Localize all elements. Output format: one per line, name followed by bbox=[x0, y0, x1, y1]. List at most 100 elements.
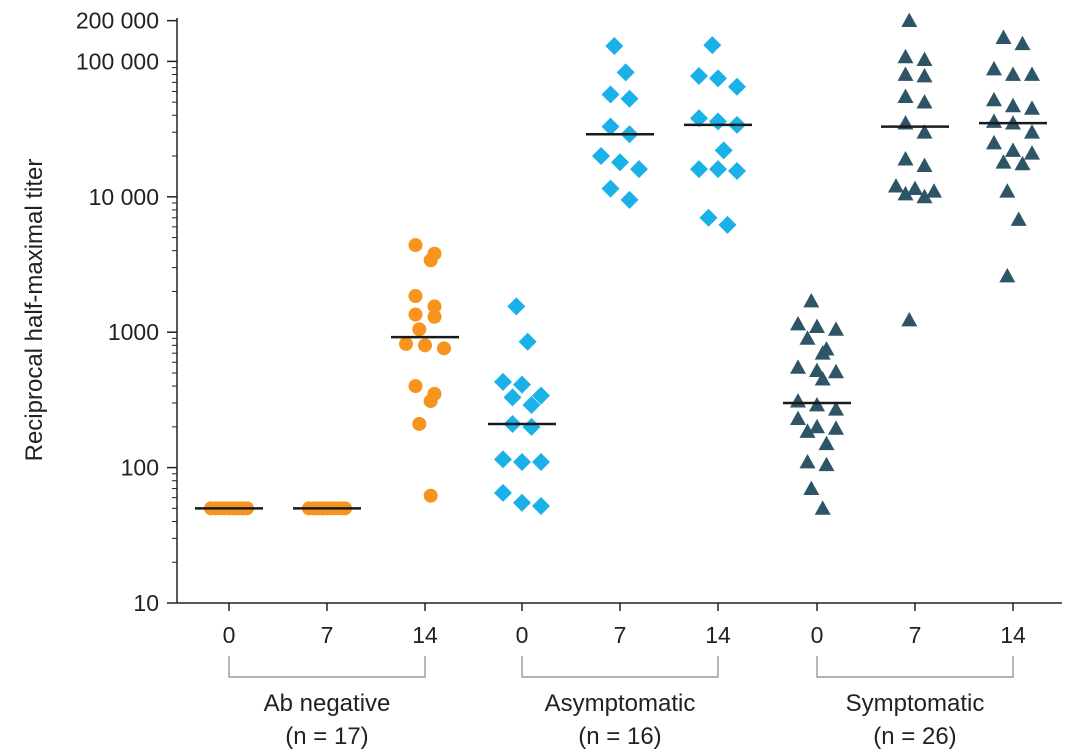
data-point-diamond bbox=[728, 77, 746, 96]
data-point-triangle bbox=[803, 292, 820, 308]
data-point-diamond bbox=[494, 372, 512, 391]
data-point-triangle bbox=[897, 48, 914, 64]
data-point-diamond bbox=[703, 36, 722, 55]
data-point-triangle bbox=[828, 363, 844, 379]
data-point-diamond bbox=[611, 153, 629, 172]
y-axis: 10 100 1000 10 000 100 000 200 000 bbox=[76, 8, 178, 616]
data-point-triangle bbox=[916, 51, 933, 67]
y-tick-label: 200 000 bbox=[76, 8, 159, 34]
data-point-diamond bbox=[592, 147, 610, 166]
x-tick-label: 7 bbox=[909, 622, 922, 648]
data-point-triangle bbox=[995, 29, 1012, 44]
data-point-diamond bbox=[714, 141, 733, 160]
data-point-diamond bbox=[601, 179, 620, 198]
data-point-triangle bbox=[916, 124, 933, 139]
data-point-triangle bbox=[1024, 100, 1040, 115]
x-axis: 0 7 14 0 7 14 0 7 14 bbox=[177, 602, 1062, 648]
data-point-diamond bbox=[709, 112, 727, 131]
x-tick-label: 14 bbox=[412, 622, 438, 648]
x-tick-label: 14 bbox=[1000, 622, 1026, 648]
data-point-triangle bbox=[1005, 66, 1021, 81]
data-point-diamond bbox=[532, 497, 550, 516]
data-point-triangle bbox=[814, 500, 831, 515]
data-point-diamond bbox=[616, 63, 635, 82]
data-point-diamond bbox=[513, 452, 531, 471]
data-point-diamond bbox=[605, 36, 624, 55]
x-tick-label: 0 bbox=[223, 622, 236, 648]
data-point-triangle bbox=[818, 435, 835, 451]
data-point-triangle bbox=[809, 318, 825, 333]
data-point-diamond bbox=[718, 215, 737, 234]
data-point-circle bbox=[437, 341, 451, 356]
data-point-triangle bbox=[790, 410, 806, 426]
median-lines bbox=[195, 121, 1047, 510]
data-point-triangle bbox=[999, 268, 1016, 283]
data-point-triangle bbox=[916, 94, 933, 109]
data-point-triangle bbox=[986, 134, 1002, 150]
data-point-diamond bbox=[513, 375, 531, 394]
data-point-circle bbox=[408, 238, 423, 253]
x-tick-label: 7 bbox=[614, 622, 627, 648]
data-point-triangle bbox=[828, 321, 844, 336]
group-label: Ab negative bbox=[264, 690, 391, 717]
data-point-diamond bbox=[494, 483, 512, 502]
group-bracket bbox=[816, 656, 1014, 678]
data-points bbox=[204, 12, 1040, 516]
data-point-diamond bbox=[690, 109, 708, 128]
data-point-diamond bbox=[690, 160, 708, 179]
x-tick-label: 14 bbox=[705, 622, 731, 648]
data-point-circle bbox=[408, 379, 423, 394]
data-point-diamond bbox=[699, 208, 718, 227]
data-point-diamond bbox=[522, 395, 541, 414]
data-point-triangle bbox=[803, 480, 820, 495]
group-n-label: (n = 16) bbox=[578, 723, 661, 750]
data-point-diamond bbox=[709, 69, 727, 88]
group-n-label: (n = 26) bbox=[873, 723, 956, 750]
data-point-triangle bbox=[986, 60, 1002, 76]
y-tick-label: 100 000 bbox=[76, 48, 159, 74]
y-tick-label: 100 bbox=[121, 455, 159, 481]
data-point-triangle bbox=[916, 188, 933, 204]
data-point-circle bbox=[412, 416, 427, 431]
data-point-triangle bbox=[901, 312, 918, 327]
x-tick-label: 0 bbox=[516, 622, 529, 648]
data-point-triangle bbox=[809, 418, 825, 434]
data-point-circle bbox=[412, 322, 427, 337]
data-point-triangle bbox=[818, 456, 835, 472]
data-point-diamond bbox=[518, 332, 537, 351]
data-point-triangle bbox=[897, 185, 914, 201]
data-point-diamond bbox=[503, 388, 522, 407]
data-point-triangle bbox=[1005, 97, 1021, 113]
y-tick-label: 10 000 bbox=[89, 184, 159, 210]
data-point-triangle bbox=[828, 420, 844, 435]
data-point-circle bbox=[408, 289, 423, 304]
data-point-triangle bbox=[986, 113, 1002, 128]
data-point-triangle bbox=[916, 68, 933, 83]
x-tick-label: 0 bbox=[811, 622, 824, 648]
data-point-circle bbox=[427, 309, 442, 324]
data-point-triangle bbox=[995, 154, 1012, 169]
group-n-label: (n = 17) bbox=[285, 723, 368, 750]
data-point-triangle bbox=[1014, 155, 1031, 171]
data-point-triangle bbox=[1005, 142, 1021, 157]
y-tick-label: 1000 bbox=[108, 319, 159, 345]
data-point-triangle bbox=[814, 371, 831, 386]
group-label: Symptomatic bbox=[846, 690, 985, 717]
group-bracket bbox=[521, 656, 719, 678]
data-point-diamond bbox=[513, 493, 531, 512]
data-point-circle bbox=[423, 253, 438, 268]
data-point-triangle bbox=[790, 359, 806, 374]
data-point-triangle bbox=[1024, 66, 1040, 81]
data-point-circle bbox=[408, 307, 423, 322]
data-point-triangle bbox=[1024, 124, 1040, 139]
data-point-circle bbox=[423, 394, 438, 409]
data-point-triangle bbox=[799, 423, 816, 438]
data-point-triangle bbox=[916, 157, 933, 172]
data-point-triangle bbox=[790, 315, 806, 331]
data-point-triangle bbox=[897, 66, 914, 81]
data-point-circle bbox=[423, 488, 438, 503]
data-point-diamond bbox=[620, 89, 639, 108]
data-point-triangle bbox=[814, 345, 831, 360]
data-point-diamond bbox=[709, 160, 727, 179]
